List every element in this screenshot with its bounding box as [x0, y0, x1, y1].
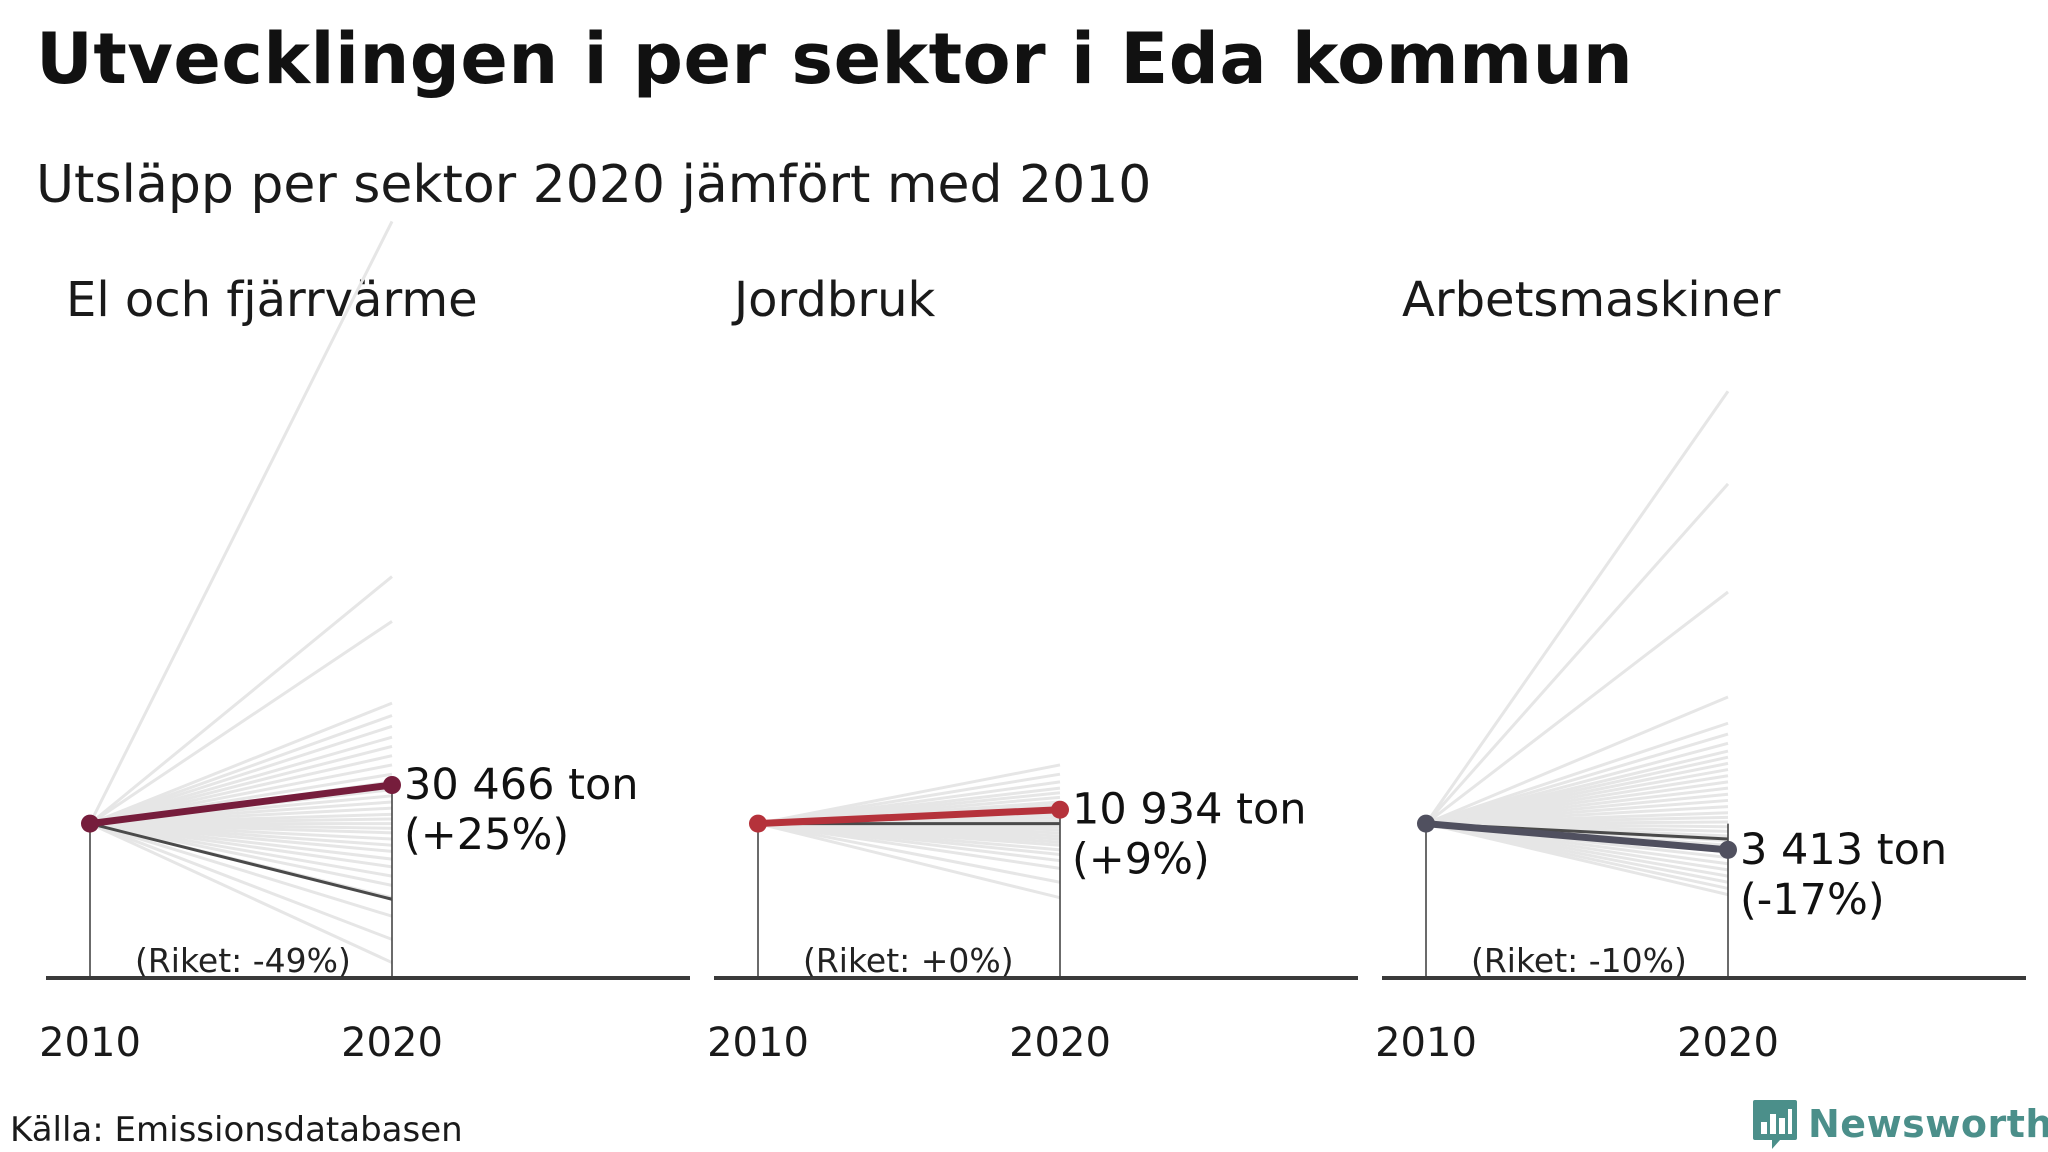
- other-municipality-line: [89, 822, 393, 869]
- newsworthy-logo: Newsworthy: [1752, 1098, 2048, 1150]
- value-label: 10 934 ton: [1072, 785, 1307, 835]
- other-municipality-line: [89, 744, 393, 826]
- point-2020: [1051, 800, 1069, 819]
- highlight-line: [86, 781, 396, 828]
- point-2010: [81, 814, 99, 833]
- other-municipality-line: [88, 220, 394, 825]
- chart-title: Utvecklingen i per sektor i Eda kommun: [36, 18, 1634, 100]
- other-municipality-line: [757, 822, 1061, 900]
- other-municipality-line: [89, 822, 393, 941]
- logo-text: Newsworthy: [1808, 1102, 2048, 1146]
- value-label: 30 466 ton: [404, 760, 639, 810]
- change-label: (+25%): [404, 810, 569, 860]
- other-municipality-line: [89, 822, 393, 887]
- other-municipality-line: [757, 763, 1061, 826]
- value-label: 3 413 ton: [1740, 825, 1947, 875]
- other-municipality-line: [1424, 482, 1730, 825]
- other-municipality-line: [1425, 822, 1729, 897]
- other-municipality-line: [89, 822, 393, 918]
- x-tick-label-2020: 2020: [341, 1020, 443, 1066]
- change-label: (-17%): [1740, 875, 1885, 925]
- other-municipality-line: [89, 822, 393, 878]
- other-municipality-line: [89, 822, 393, 964]
- other-municipality-line: [757, 822, 1061, 870]
- point-2020: [1719, 840, 1737, 859]
- other-municipality-line: [1425, 590, 1729, 825]
- other-municipality-line: [1425, 721, 1729, 826]
- panel-title: Jordbruk: [731, 272, 936, 328]
- other-municipality-line: [89, 620, 393, 825]
- source-note: Källa: Emissionsdatabasen: [10, 1110, 463, 1150]
- other-municipality-line: [89, 724, 393, 826]
- riket-label: (Riket: +0%): [803, 941, 1014, 980]
- point-2010: [1417, 814, 1435, 833]
- other-municipality-line: [757, 822, 1061, 884]
- riket-label: (Riket: -49%): [135, 941, 351, 980]
- panel-title: El och fjärrvärme: [66, 272, 478, 328]
- x-tick-label-2010: 2010: [707, 1020, 809, 1066]
- x-tick-label-2020: 2020: [1677, 1020, 1779, 1066]
- change-label: (+9%): [1072, 835, 1210, 885]
- other-municipality-line: [89, 714, 393, 826]
- riket-line: [89, 822, 393, 901]
- panel-title: Arbetsmaskiner: [1402, 272, 1781, 328]
- riket-label: (Riket: -10%): [1471, 941, 1687, 980]
- other-municipality-line: [1424, 390, 1730, 825]
- highlight-line: [754, 806, 1064, 828]
- other-municipality-line: [1425, 695, 1729, 825]
- point-2010: [749, 814, 767, 833]
- other-municipality-line: [89, 575, 393, 825]
- chart-subtitle: Utsläpp per sektor 2020 jämfört med 2010: [36, 155, 1152, 215]
- x-tick-label-2020: 2020: [1009, 1020, 1111, 1066]
- x-tick-label-2010: 2010: [1375, 1020, 1477, 1066]
- bar-chart-logo-icon: [1753, 1100, 1797, 1149]
- other-municipality-line: [89, 754, 393, 826]
- highlight-line: [1422, 820, 1732, 854]
- point-2020: [383, 776, 401, 794]
- other-municipality-line: [89, 701, 393, 825]
- x-tick-label-2010: 2010: [39, 1020, 141, 1066]
